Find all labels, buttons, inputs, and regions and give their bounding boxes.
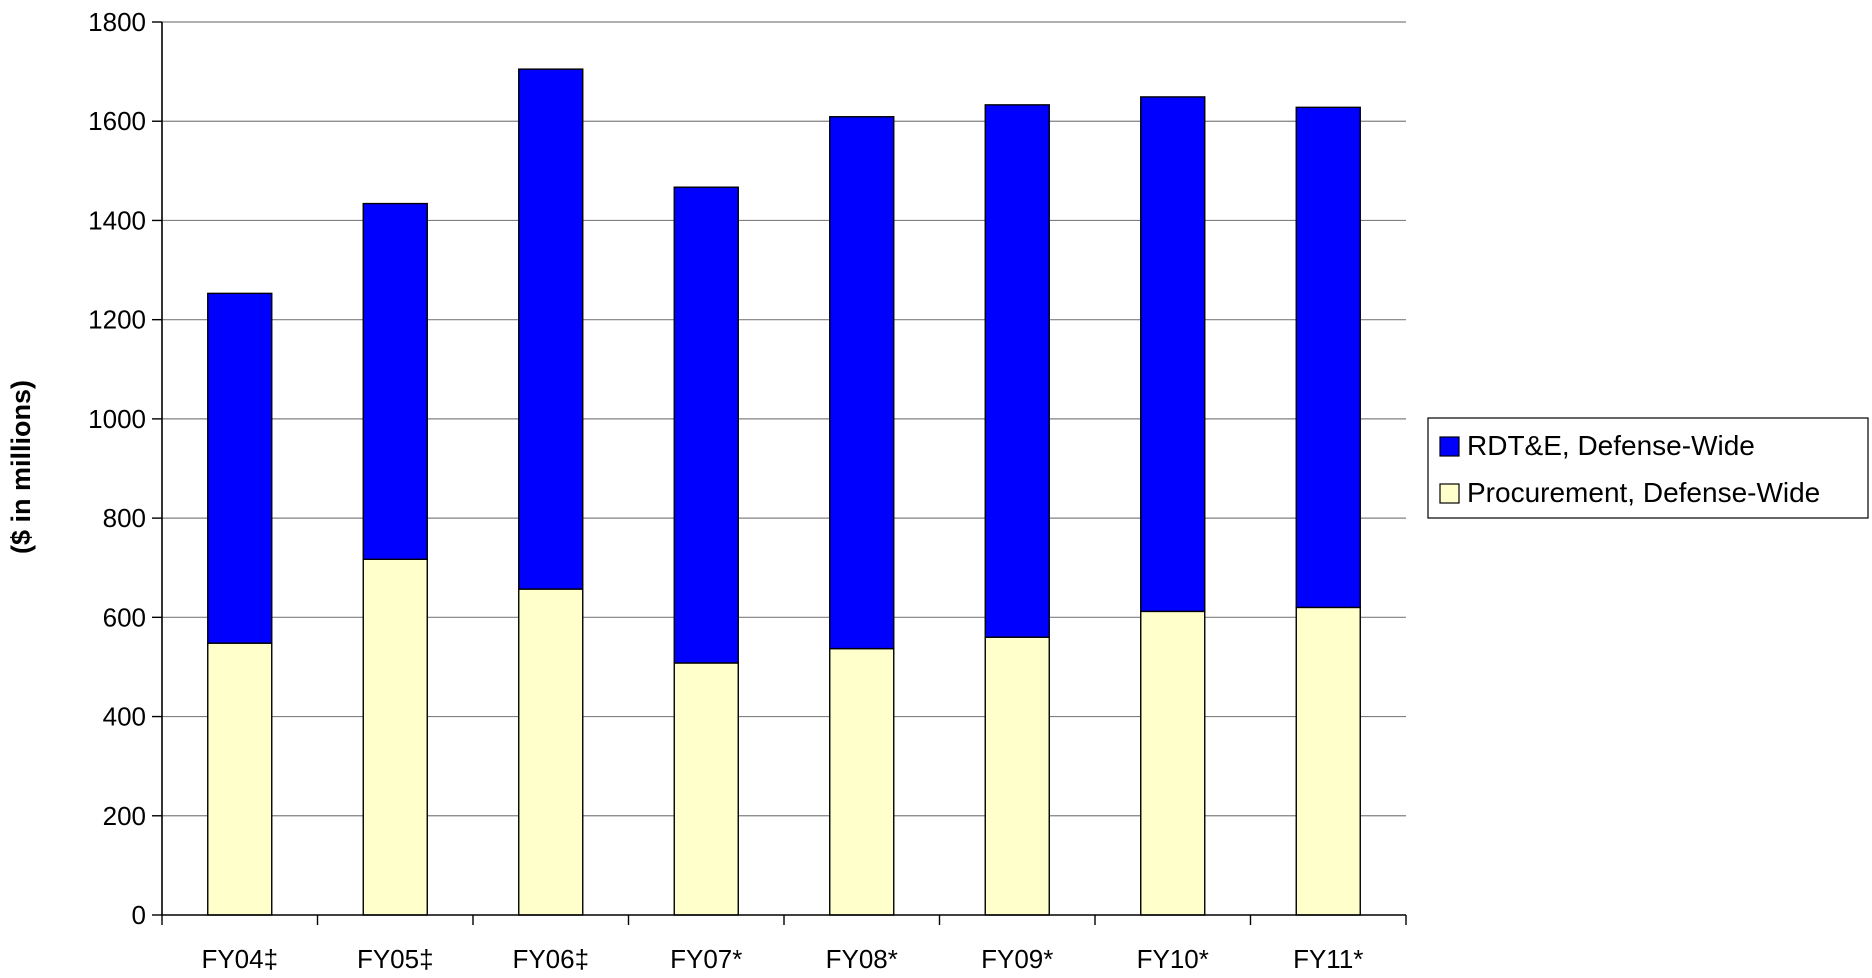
bar-rdte (1140, 96, 1206, 613)
bar-procurement (984, 636, 1050, 916)
bar-procurement (1295, 606, 1361, 916)
x-tick-label: FY10* (1137, 944, 1209, 974)
x-tick-label: FY06‡ (512, 944, 589, 974)
bar-rdte (518, 68, 584, 590)
bar-rdte (673, 186, 739, 664)
bar-rdte (362, 202, 428, 560)
y-tick-label: 400 (103, 702, 146, 732)
bar-procurement (207, 642, 273, 916)
x-tick-label: FY08* (826, 944, 898, 974)
bar-rdte (984, 104, 1050, 638)
x-tick-label: FY11* (1293, 944, 1363, 974)
bars (207, 68, 1361, 916)
y-tick-label: 1200 (88, 305, 146, 335)
bar-procurement (362, 558, 428, 916)
y-axis-label: ($ in millions) (6, 380, 36, 554)
legend-box (1427, 417, 1869, 519)
y-tick-label: 600 (103, 602, 146, 632)
bar-rdte (207, 292, 273, 644)
y-tick-label: 1000 (88, 404, 146, 434)
bar-procurement (518, 588, 584, 916)
axes (152, 21, 1407, 925)
legend-swatch-procurement (1439, 483, 1460, 504)
x-tick-label: FY05‡ (357, 944, 434, 974)
y-tick-labels: 0 200 400 600 800 1000 1200 1400 1600 1800 (88, 7, 146, 930)
x-tick-label: FY07* (670, 944, 742, 974)
bar-procurement (673, 662, 739, 916)
x-tick-label: FY04‡ (201, 944, 278, 974)
legend-label-procurement: Procurement, Defense-Wide (1467, 477, 1820, 508)
y-tick-label: 1400 (88, 205, 146, 235)
legend: RDT&E, Defense-Wide Procurement, Defense… (1427, 417, 1869, 519)
y-tick-label: 800 (103, 503, 146, 533)
bar-procurement (829, 647, 895, 916)
bar-procurement (1140, 610, 1206, 916)
y-tick-label: 0 (132, 900, 146, 930)
legend-label-rdte: RDT&E, Defense-Wide (1467, 430, 1755, 461)
y-tick-label: 1600 (88, 106, 146, 136)
x-tick-label: FY09* (981, 944, 1053, 974)
legend-swatch-rdte (1439, 436, 1460, 457)
y-tick-label: 1800 (88, 7, 146, 37)
y-tick-label: 200 (103, 801, 146, 831)
bar-rdte (1295, 106, 1361, 609)
x-tick-labels: FY04‡ FY05‡ FY06‡ FY07* FY08* FY09* FY10* FY11* (201, 944, 1363, 974)
bar-rdte (829, 116, 895, 650)
gridlines (162, 21, 1406, 817)
